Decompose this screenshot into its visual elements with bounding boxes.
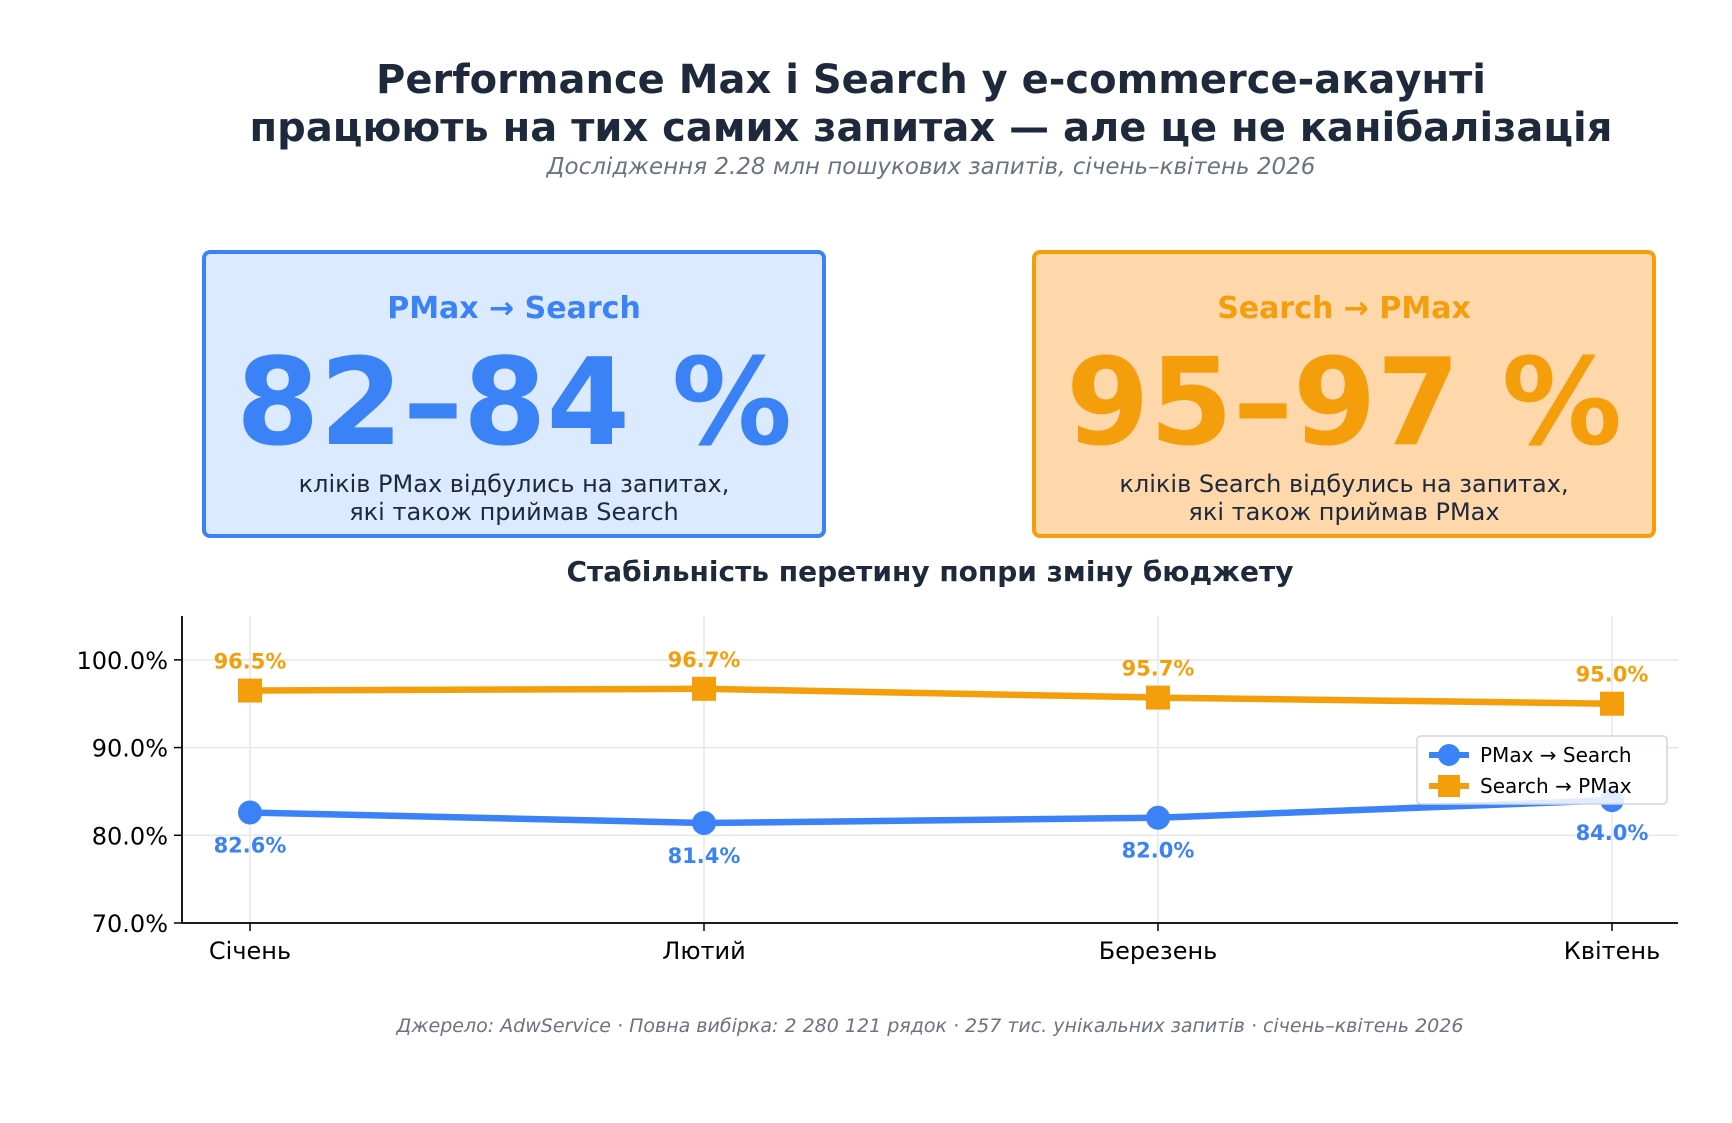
x-tick-label: Лютий (662, 937, 745, 965)
legend-marker (1438, 775, 1460, 797)
data-label: 95.7% (1122, 657, 1195, 681)
y-tick-label: 100.0% (76, 647, 168, 675)
series-line (246, 796, 1616, 827)
kpi-card-search: Search → PMax 95–97 % кліків Search відб… (1032, 250, 1656, 538)
data-label: 84.0% (1576, 821, 1649, 845)
kpi-label-pmax: PMax → Search (387, 291, 641, 326)
x-tick-label: Березень (1099, 937, 1218, 965)
legend-label: PMax → Search (1480, 743, 1632, 767)
x-tick-label: Квітень (1564, 937, 1660, 965)
data-point (238, 800, 262, 825)
kpi-description-search: кліків Search відбулись на запитах, які … (1036, 470, 1652, 526)
data-label: 82.6% (214, 833, 287, 857)
y-tick-label: 80.0% (92, 822, 168, 850)
data-label: 96.5% (214, 650, 287, 674)
title-line-2: працюють на тих самих запитах — але це н… (249, 105, 1613, 151)
header: Performance Max і Search у e-commerce-ак… (0, 56, 1732, 182)
kpi-desc-line-2: які також приймав PMax (1188, 498, 1500, 526)
data-point (1600, 691, 1624, 716)
kpi-description-pmax: кліків PMax відбулись на запитах, які та… (206, 470, 822, 526)
legend-label: Search → PMax (1480, 774, 1632, 798)
source-footnote: Джерело: AdwService · Повна вибірка: 2 2… (396, 1015, 1464, 1037)
kpi-card-pmax: PMax → Search 82–84 % кліків PMax відбул… (202, 250, 826, 538)
legend-marker (1438, 744, 1460, 766)
title-line-1: Performance Max і Search у e-commerce-ак… (376, 57, 1486, 103)
data-point (1146, 685, 1170, 710)
y-tick-label: 90.0% (92, 735, 168, 763)
data-label: 82.0% (1122, 839, 1195, 863)
data-point (692, 676, 716, 701)
legend-box (1416, 735, 1668, 805)
chart-title: Стабільність перетину попри зміну бюджет… (566, 555, 1294, 588)
data-point (238, 678, 262, 703)
kpi-desc-line-1: кліків Search відбулись на запитах, (1119, 470, 1569, 498)
kpi-desc-line-1: кліків PMax відбулись на запитах, (298, 470, 730, 498)
data-label: 96.7% (668, 648, 741, 672)
kpi-value-pmax: 82–84 % (236, 334, 792, 473)
data-label: 95.0% (1576, 663, 1649, 687)
kpi-label-search: Search → PMax (1217, 291, 1471, 326)
kpi-value-search: 95–97 % (1066, 334, 1622, 473)
subtitle: Дослідження 2.28 млн пошукових запитів, … (546, 154, 1316, 180)
data-point (692, 811, 716, 836)
x-tick-label: Січень (209, 937, 291, 965)
data-label: 81.4% (668, 844, 741, 868)
data-point (1146, 805, 1170, 830)
series-line (246, 685, 1616, 707)
y-tick-label: 70.0% (92, 910, 168, 938)
kpi-desc-line-2: які також приймав Search (349, 498, 679, 526)
